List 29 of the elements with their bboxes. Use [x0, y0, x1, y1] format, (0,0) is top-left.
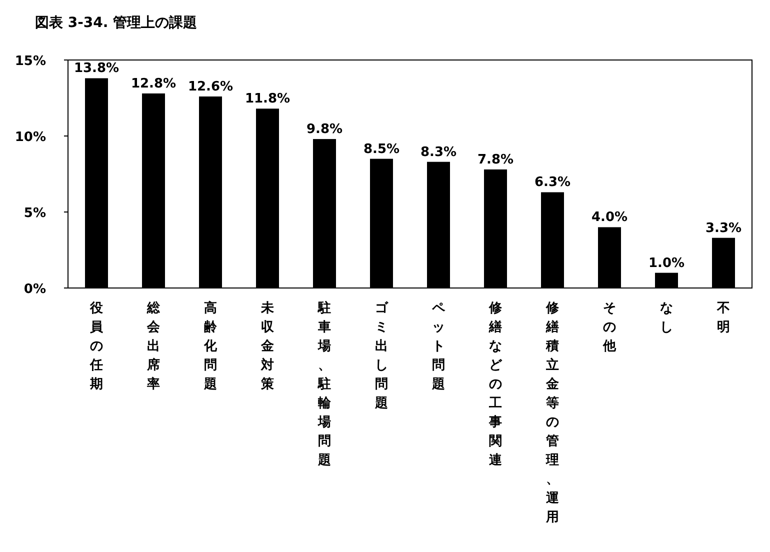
data-label: 11.8%	[244, 92, 290, 107]
data-label: 7.8%	[477, 152, 514, 168]
x-tick-label: 役員の任期	[89, 301, 104, 392]
x-tick-label: 高齢化問題	[203, 300, 218, 392]
x-tick-label: その他	[602, 301, 617, 354]
data-label: 13.8%	[74, 61, 120, 76]
chart-title: 図表 3-34. 管理上の課題	[35, 14, 198, 31]
category-label: 駐車場、駐輪場問題	[318, 301, 331, 468]
data-label: 12.6%	[188, 79, 234, 94]
data-label: 6.3%	[534, 175, 571, 190]
y-tick-label: 15%	[14, 54, 46, 69]
category-label: 修繕などの工事関連	[489, 301, 502, 468]
x-tick-label: 総会出席率	[146, 301, 161, 392]
category-label: 修繕積立金等の管理、運用	[546, 301, 559, 525]
x-tick-label: ゴミ出し問題	[374, 301, 389, 411]
data-label: 8.5%	[363, 142, 400, 157]
data-label: 1.0%	[648, 256, 685, 271]
data-label: 9.8%	[306, 122, 343, 138]
x-tick-label: 未収金対策	[260, 301, 275, 392]
x-tick-label: ペット問題	[431, 301, 446, 392]
y-tick-label: 10%	[14, 130, 46, 145]
x-tick-label: なし	[660, 301, 673, 335]
data-label: 8.3%	[420, 144, 457, 160]
y-tick-label: 0%	[24, 282, 46, 297]
data-label: 4.0%	[591, 210, 628, 226]
data-label: 3.3%	[705, 220, 742, 236]
x-tick-label: 不明	[716, 301, 730, 335]
data-label: 12.8%	[130, 76, 176, 92]
y-tick-label: 5%	[24, 206, 46, 221]
